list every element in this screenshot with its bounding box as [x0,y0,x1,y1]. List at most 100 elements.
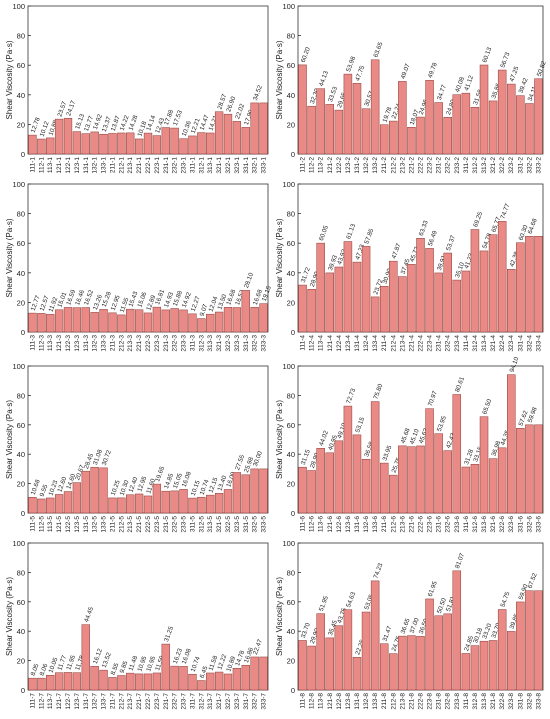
x-tick-label: 131-4 [354,335,361,352]
y-tick-label: 0 [291,328,295,337]
y-tick-label: 20 [17,298,25,307]
bar-value-label: 47.87 [391,242,403,260]
x-tick-label: 131-7 [83,693,90,710]
bar [37,313,46,333]
bar-value-label: 33.95 [382,444,394,462]
x-tick-label: 313-4 [481,335,488,352]
bar [108,312,117,333]
x-tick-label: 312-2 [472,157,479,174]
x-tick-label: 132-1 [92,157,99,174]
y-tick-label: 60 [17,61,25,70]
bar [54,672,64,691]
bar [506,374,516,514]
bar-value-label: 11.92 [48,296,60,313]
bar [443,450,452,514]
x-tick-label: 311-7 [189,693,196,710]
x-tick-label: 233-3 [181,335,188,352]
bar-value-label: 49.78 [427,61,439,79]
bar [81,133,90,155]
y-axis-label: Shear Viscosity (Pa·s) [5,400,14,479]
bar [488,100,498,155]
bar [452,94,462,155]
bar-value-label: 94.10 [509,356,521,374]
bar [223,489,233,514]
x-tick-label: 133-1 [101,157,108,174]
bar [352,261,362,333]
bar [298,466,307,514]
x-tick-label: 132-2 [363,157,370,174]
bar [516,428,525,514]
x-tick-label: 331-8 [517,693,524,710]
bar [434,433,443,514]
bar [99,309,108,333]
bar [461,92,471,155]
x-tick-label: 212-3 [118,335,125,352]
bar [325,637,335,691]
x-tick-label: 322-7 [225,693,232,710]
x-tick-label: 333-7 [261,693,268,710]
x-tick-label: 333-1 [261,157,268,174]
bar-value-label: 31.25 [163,625,175,643]
x-tick-label: 313-6 [481,516,488,533]
x-tick-label: 312-3 [198,335,205,352]
bar-value-label: 54.63 [345,591,357,609]
x-tick-label: 333-4 [535,335,542,352]
x-tick-label: 112-7 [38,693,45,710]
bar-value-label: 16.08 [181,470,193,488]
x-tick-label: 231-3 [163,335,170,352]
x-tick-label: 222-1 [145,157,152,174]
x-tick-label: 111-1 [29,157,36,173]
bar [461,270,471,333]
x-tick-label: 321-1 [216,157,223,174]
x-tick-label: 312-7 [198,693,205,710]
bar-value-label: 11.78 [74,654,86,671]
x-tick-label: 211-6 [381,516,388,533]
bar [188,135,197,155]
y-tick-label: 20 [287,657,295,666]
bar-value-label: 59.98 [527,406,539,424]
bar-value-label: 56.73 [499,51,511,69]
x-tick-label: 332-2 [526,157,533,174]
bar [241,290,250,333]
y-tick-label: 100 [12,2,25,11]
x-tick-label: 211-7 [109,693,116,710]
x-tick-label: 331-4 [517,335,524,352]
x-tick-label: 211-8 [381,693,388,710]
x-tick-label: 123-8 [345,693,352,710]
y-axis-label: Shear Viscosity (Pa·s) [5,40,14,119]
bar [232,121,242,155]
y-tick-label: 0 [291,150,295,159]
y-tick-label: 60 [287,61,295,70]
bar [99,133,108,155]
bar [407,264,416,333]
y-tick-label: 40 [17,450,25,459]
bar [370,401,380,514]
bar [416,238,425,333]
x-tick-label: 311-1 [189,157,196,174]
bar [259,468,268,514]
x-tick-label: 313-5 [207,516,214,533]
bar [232,668,242,691]
y-tick-label: 60 [17,598,25,607]
x-tick-label: 233-4 [454,335,461,352]
bar [152,483,162,514]
bar-value-label: 44.13 [318,70,330,88]
bar-value-label: 53.95 [436,415,448,433]
bar [516,95,525,155]
x-tick-label: 123-4 [345,335,352,352]
y-tick-label: 20 [287,480,295,489]
bar-value-label: 34.11 [527,85,539,102]
y-tick-label: 100 [282,180,295,189]
x-tick-label: 131-6 [354,516,361,533]
x-tick-label: 133-2 [372,157,379,174]
y-tick-label: 80 [17,32,25,41]
x-tick-label: 213-1 [127,157,134,174]
bar [298,284,307,333]
bar [161,643,170,691]
bar [81,470,90,514]
x-tick-label: 223-1 [154,157,161,174]
x-tick-label: 123-6 [345,516,352,533]
x-tick-label: 113-2 [318,157,325,174]
x-tick-label: 111-5 [29,516,36,532]
